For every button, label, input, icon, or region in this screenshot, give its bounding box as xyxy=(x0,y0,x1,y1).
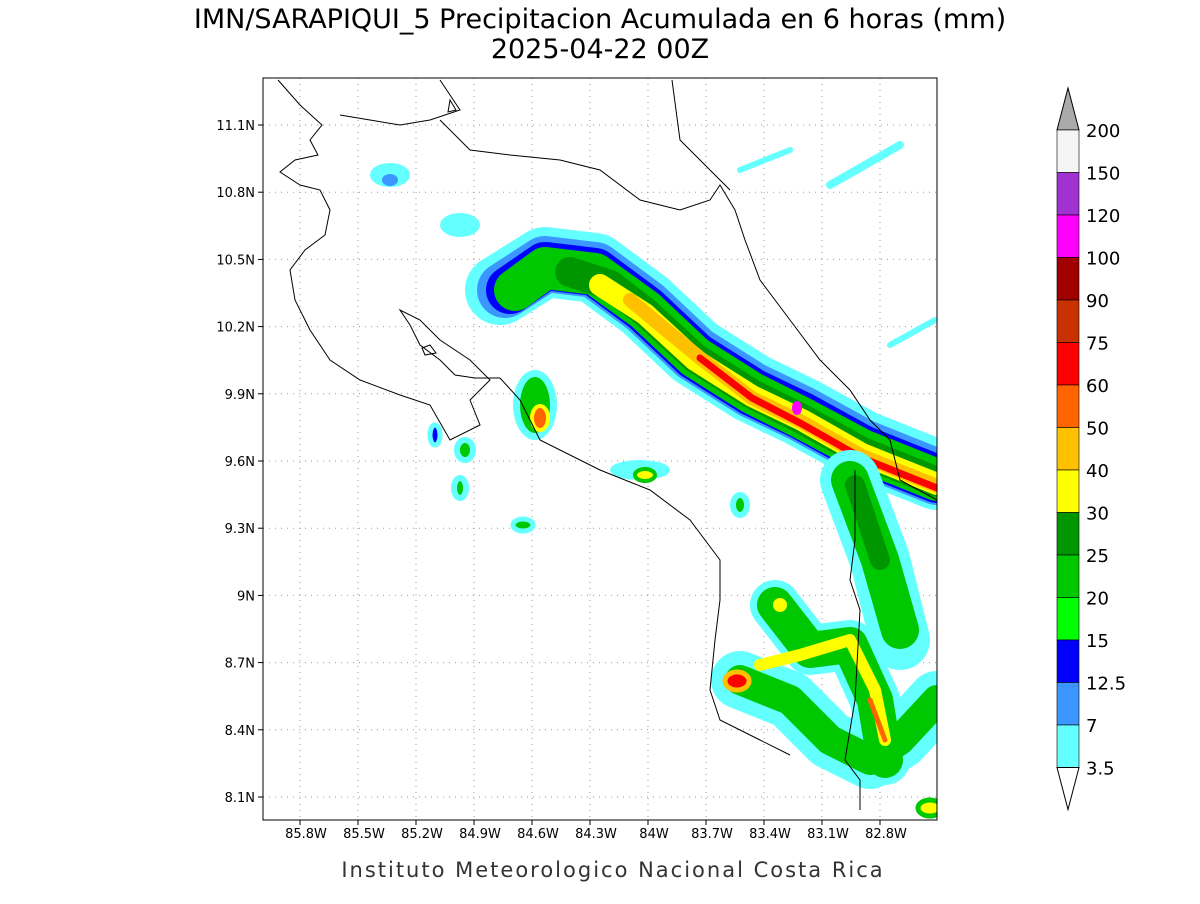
colorbar-label: 90 xyxy=(1086,291,1109,312)
precipitation-field xyxy=(277,79,937,819)
colorbar-segment xyxy=(1056,214,1080,258)
colorbar-label: 120 xyxy=(1086,206,1120,227)
colorbar-label: 75 xyxy=(1086,334,1109,355)
x-tick-label: 83.4W xyxy=(749,827,791,842)
y-tick-label: 10.8N xyxy=(216,186,255,201)
x-tick-label: 85.2W xyxy=(401,827,443,842)
x-tick-label: 84.9W xyxy=(459,827,501,842)
colorbar-segment xyxy=(1056,129,1080,173)
colorbar-label: 200 xyxy=(1086,121,1120,142)
colorbar-segment xyxy=(1056,639,1080,683)
colorbar-segment xyxy=(1056,342,1080,386)
colorbar-segment xyxy=(1056,299,1080,343)
y-tick-label: 8.7N xyxy=(225,657,255,672)
x-tick-label: 83.1W xyxy=(807,827,849,842)
y-tick-label: 9.6N xyxy=(225,455,255,470)
colorbar-label: 40 xyxy=(1086,461,1109,482)
y-tick-label: 8.1N xyxy=(225,791,255,806)
colorbar-under xyxy=(1056,767,1080,812)
y-tick-label: 10.2N xyxy=(216,321,255,336)
x-tick-label: 84.3W xyxy=(575,827,617,842)
colorbar-label: 3.5 xyxy=(1086,759,1115,780)
colorbar-segment xyxy=(1056,554,1080,598)
rain-band xyxy=(465,227,937,670)
colorbar-segment xyxy=(1056,257,1080,301)
colorbar-segment xyxy=(1056,512,1080,556)
x-tick-label: 82.8W xyxy=(865,827,907,842)
rain-cells xyxy=(370,141,937,819)
y-tick-label: 9.9N xyxy=(225,388,255,403)
colorbar-segment xyxy=(1056,682,1080,726)
colorbar-label: 60 xyxy=(1086,376,1109,397)
map-frame xyxy=(262,77,938,821)
x-tick-label: 84.6W xyxy=(517,827,559,842)
rain-south xyxy=(711,580,937,789)
colorbar-segment xyxy=(1056,597,1080,641)
x-tick-label: 83.7W xyxy=(691,827,733,842)
colorbar-label: 25 xyxy=(1086,546,1109,567)
colorbar-segment xyxy=(1056,384,1080,428)
colorbar-segment xyxy=(1056,172,1080,216)
colorbar-segment xyxy=(1056,427,1080,471)
colorbar-label: 20 xyxy=(1086,589,1109,610)
colorbar-label: 15 xyxy=(1086,631,1109,652)
x-tick-label: 85.5W xyxy=(343,827,385,842)
colorbar-segment xyxy=(1056,724,1080,768)
y-tick-label: 9N xyxy=(237,589,255,604)
y-tick-label: 10.5N xyxy=(216,253,255,268)
colorbar-label: 30 xyxy=(1086,504,1109,525)
axis-ticks: 85.8W 85.5W 85.2W 84.9W 84.6W 84.3W 84W 83.7W 83… xyxy=(216,119,907,842)
title: IMN/SARAPIQUI_5 Precipitacion Acumulada … xyxy=(194,4,1006,35)
colorbar-label: 50 xyxy=(1086,419,1109,440)
footer: Instituto Meteorologico Nacional Costa R… xyxy=(341,858,884,882)
y-tick-label: 9.3N xyxy=(225,522,255,537)
colorbar-label: 100 xyxy=(1086,249,1120,270)
colorbar-label: 12.5 xyxy=(1086,674,1126,695)
colorbar-over xyxy=(1056,86,1080,131)
colorbar: 200 150 120 100 90 75 60 50 40 30 25 20 15 12.5 7 3.5 xyxy=(1056,86,1126,812)
y-tick-label: 11.1N xyxy=(216,119,255,134)
colorbar-segment xyxy=(1056,469,1080,513)
x-tick-label: 84W xyxy=(639,827,669,842)
colorbar-label: 150 xyxy=(1086,164,1120,185)
coastlines xyxy=(277,79,937,810)
colorbar-label: 7 xyxy=(1086,716,1097,737)
subtitle: 2025-04-22 00Z xyxy=(491,34,709,65)
x-tick-label: 85.8W xyxy=(285,827,327,842)
y-tick-label: 8.4N xyxy=(225,724,255,739)
